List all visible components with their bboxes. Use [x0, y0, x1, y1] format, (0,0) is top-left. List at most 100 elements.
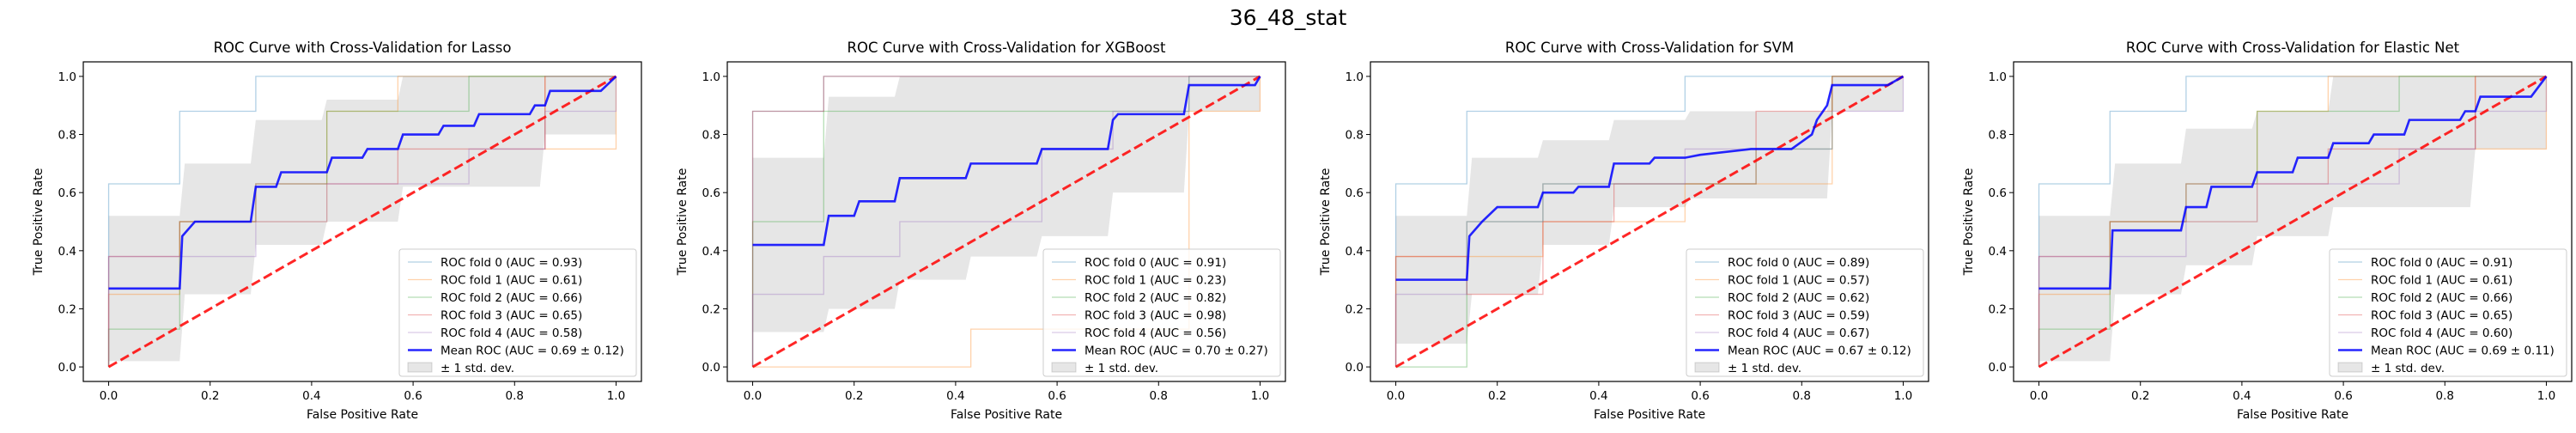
chart-1-legend-label-fold-4: ROC fold 4 (AUC = 0.56) — [1084, 326, 1226, 340]
chart-3-legend-label-fold-2: ROC fold 2 (AUC = 0.66) — [2371, 291, 2512, 305]
chart-3-xtick-label-0: 0.0 — [2030, 389, 2048, 403]
chart-3-xtick-label-1: 0.2 — [2131, 389, 2149, 403]
chart-3-legend-label-mean: Mean ROC (AUC = 0.69 ± 0.11) — [2371, 345, 2555, 358]
chart-0-legend-label-fold-2: ROC fold 2 (AUC = 0.66) — [440, 291, 582, 305]
chart-3-axes-frame — [2013, 61, 2573, 382]
chart-1-legend-label-fold-2: ROC fold 2 (AUC = 0.82) — [1084, 291, 1226, 305]
chart-1-legend-label-fold-0: ROC fold 0 (AUC = 0.91) — [1084, 256, 1226, 270]
chart-0-title: ROC Curve with Cross-Validation for Lass… — [214, 40, 512, 56]
chart-2-axes-frame — [1370, 61, 1929, 382]
chart-2-ytick-label-2: 0.4 — [1346, 245, 1364, 259]
chart-2-legend-label-fold-4: ROC fold 4 (AUC = 0.67) — [1728, 326, 1869, 340]
chart-2-legend-box — [1686, 248, 1924, 377]
chart-2-fold-2-line — [1395, 76, 1904, 368]
chart-0-ytick-label-2: 0.4 — [58, 245, 76, 259]
chart-2-xtick-label-4: 0.8 — [1793, 389, 1811, 403]
chart-0-legend-label-fold-1: ROC fold 1 (AUC = 0.61) — [440, 274, 582, 288]
chart-2-fold-1-line — [1394, 76, 1904, 368]
chart-3-ytick-label-1: 0.2 — [1989, 302, 2007, 316]
chart-0-legend-label-std: ± 1 std. dev. — [440, 362, 514, 375]
chart-2-legend: ROC fold 0 (AUC = 0.89) ROC fold 1 (AUC =… — [1686, 248, 1924, 377]
chart-3-ytick-label-3: 0.6 — [1989, 186, 2007, 200]
chart-3-mean-line — [2038, 76, 2548, 290]
chart-1-legend: ROC fold 0 (AUC = 0.91) ROC fold 1 (AUC =… — [1042, 248, 1281, 377]
chart-1-title: ROC Curve with Cross-Validation for XGBo… — [848, 40, 1166, 56]
chart-3-fold-1-line — [2038, 76, 2548, 368]
chart-0-fold-0-line — [107, 76, 617, 368]
chart-2-legend-label-fold-2: ROC fold 2 (AUC = 0.62) — [1728, 291, 1869, 305]
chart-1-fold-3-line — [751, 76, 1261, 368]
chart-0-ylabel: True Positive Rate — [32, 168, 46, 277]
chart-0-fold-1-line — [107, 76, 617, 368]
chart-3-std-band — [2038, 76, 2547, 362]
chart-0-legend-label-fold-0: ROC fold 0 (AUC = 0.93) — [440, 256, 582, 270]
chart-1-legend-box — [1042, 248, 1281, 377]
chart-1-legend-swatch-std — [1051, 362, 1077, 373]
chart-1-ytick-label-3: 0.6 — [702, 186, 720, 200]
chart-3-fold-3-line — [2038, 76, 2547, 368]
chart-3-legend-label-std: ± 1 std. dev. — [2371, 362, 2445, 375]
chart-1-xtick-label-5: 1.0 — [1251, 389, 1269, 403]
chart-2-xtick-label-2: 0.4 — [1589, 389, 1607, 403]
chart-0-legend-label-mean: Mean ROC (AUC = 0.69 ± 0.12) — [440, 345, 624, 358]
chart-1-legend-label-fold-1: ROC fold 1 (AUC = 0.23) — [1084, 274, 1226, 288]
chart-3-xtick-label-2: 0.4 — [2233, 389, 2251, 403]
figure-suptitle: 36_48_stat — [1229, 5, 1347, 30]
chart-1-ytick-label-2: 0.4 — [702, 245, 720, 259]
chart-2-ytick-label-4: 0.8 — [1346, 129, 1364, 143]
chart-1-xlabel: False Positive Rate — [951, 408, 1062, 422]
chart-0-ytick-label-0: 0.0 — [58, 361, 76, 375]
chart-2-legend-label-fold-1: ROC fold 1 (AUC = 0.57) — [1728, 274, 1869, 288]
chart-0-ytick-label-1: 0.2 — [58, 302, 76, 316]
chart-0-std-band — [108, 76, 617, 362]
chart-2-std-band — [1395, 76, 1904, 345]
chart-panel-2: 0.0 0.2 0.4 0.6 0.8 1.0 0.0 0.2 0.4 0.6 0.8 1.0 ROC … — [1319, 40, 1929, 422]
chart-0-xtick-label-5: 1.0 — [607, 389, 625, 403]
chart-2-fold-0-line — [1394, 76, 1904, 368]
chart-1-std-band — [752, 76, 1261, 332]
chart-1-legend-label-fold-3: ROC fold 3 (AUC = 0.98) — [1084, 309, 1226, 323]
chart-2-xtick-label-3: 0.6 — [1691, 389, 1709, 403]
chart-3-legend-label-fold-4: ROC fold 4 (AUC = 0.60) — [2371, 326, 2512, 340]
chart-1-fold-2-line — [751, 76, 1261, 368]
chart-0-xlabel: False Positive Rate — [307, 408, 418, 422]
chart-2-legend-label-std: ± 1 std. dev. — [1728, 362, 1801, 375]
chart-0-legend: ROC fold 0 (AUC = 0.93) ROC fold 1 (AUC =… — [398, 248, 637, 377]
chart-3-ytick-label-2: 0.4 — [1989, 245, 2007, 259]
chart-3-xtick-label-4: 0.8 — [2436, 389, 2454, 403]
chart-2-legend-label-fold-0: ROC fold 0 (AUC = 0.89) — [1728, 256, 1869, 270]
chart-3-title: ROC Curve with Cross-Validation for Elas… — [2126, 40, 2460, 56]
chart-2-xlabel: False Positive Rate — [1594, 408, 1705, 422]
chart-0-xtick-label-4: 0.8 — [506, 389, 524, 403]
chart-1-xtick-label-2: 0.4 — [946, 389, 964, 403]
chart-3-legend-label-fold-0: ROC fold 0 (AUC = 0.91) — [2371, 256, 2512, 270]
chart-3-ytick-label-4: 0.8 — [1989, 129, 2007, 143]
chart-3-chance-line — [2038, 75, 2548, 369]
chart-0-fold-3-line — [107, 76, 617, 368]
chart-2-ytick-label-0: 0.0 — [1346, 361, 1364, 375]
chart-3-legend-swatch-std — [2337, 362, 2363, 373]
chart-1-xtick-label-3: 0.6 — [1048, 389, 1066, 403]
chart-3-legend-label-fold-1: ROC fold 1 (AUC = 0.61) — [2371, 274, 2512, 288]
chart-0-legend-label-fold-4: ROC fold 4 (AUC = 0.58) — [440, 326, 582, 340]
chart-2-xtick-label-1: 0.2 — [1488, 389, 1506, 403]
chart-0-xtick-label-1: 0.2 — [201, 389, 219, 403]
chart-1-fold-4-line — [751, 76, 1261, 368]
chart-0-xtick-label-0: 0.0 — [100, 389, 118, 403]
chart-1-legend-label-mean: Mean ROC (AUC = 0.70 ± 0.27) — [1084, 345, 1268, 358]
chart-0-ytick-label-3: 0.6 — [58, 186, 76, 200]
chart-2-xtick-label-0: 0.0 — [1387, 389, 1405, 403]
chart-0-chance-line — [107, 75, 617, 369]
chart-1-ytick-label-1: 0.2 — [702, 302, 720, 316]
chart-panel-0: 0.0 0.2 0.4 0.6 0.8 1.0 0.0 0.2 0.4 0.6 0.8 1.0 ROC … — [32, 40, 642, 422]
chart-2-legend-swatch-std — [1694, 362, 1720, 373]
chart-3-legend-label-fold-3: ROC fold 3 (AUC = 0.65) — [2371, 309, 2512, 323]
chart-1-chance-line — [751, 75, 1261, 369]
chart-1-xtick-label-0: 0.0 — [744, 389, 762, 403]
chart-3-fold-0-line — [2038, 76, 2547, 368]
chart-2-mean-line — [1395, 75, 1905, 281]
chart-3-xtick-label-3: 0.6 — [2334, 389, 2352, 403]
chart-2-fold-3-line — [1394, 76, 1904, 368]
chart-3-ytick-label-5: 1.0 — [1989, 70, 2007, 84]
chart-0-axes-frame — [82, 61, 642, 382]
